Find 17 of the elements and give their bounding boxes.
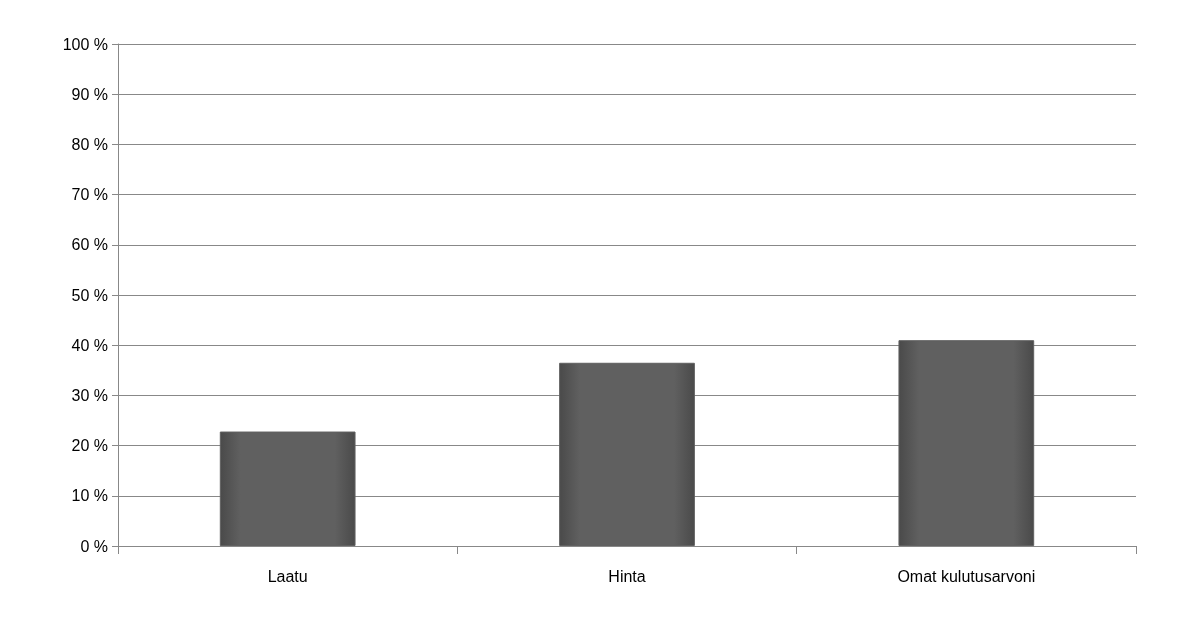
y-tick-label: 20 % bbox=[71, 437, 108, 455]
y-tick-label: 40 % bbox=[71, 336, 108, 354]
y-tick-label: 100 % bbox=[62, 35, 108, 53]
bar bbox=[219, 431, 356, 546]
bar bbox=[559, 362, 695, 546]
y-tick-label: 30 % bbox=[71, 386, 108, 404]
x-tick-label: Hinta bbox=[608, 567, 646, 585]
y-tick-label: 0 % bbox=[80, 537, 108, 555]
y-tick-label: 60 % bbox=[71, 236, 108, 254]
bar bbox=[898, 340, 1035, 546]
y-tick-label: 90 % bbox=[71, 85, 108, 103]
y-tick-label: 80 % bbox=[71, 135, 108, 153]
y-tick-label: 10 % bbox=[71, 487, 108, 505]
x-tick-label: Omat kulutusarvoni bbox=[897, 567, 1036, 585]
y-tick-label: 50 % bbox=[71, 286, 108, 304]
x-tick-label: Laatu bbox=[267, 567, 308, 585]
y-tick-label: 70 % bbox=[71, 186, 108, 204]
